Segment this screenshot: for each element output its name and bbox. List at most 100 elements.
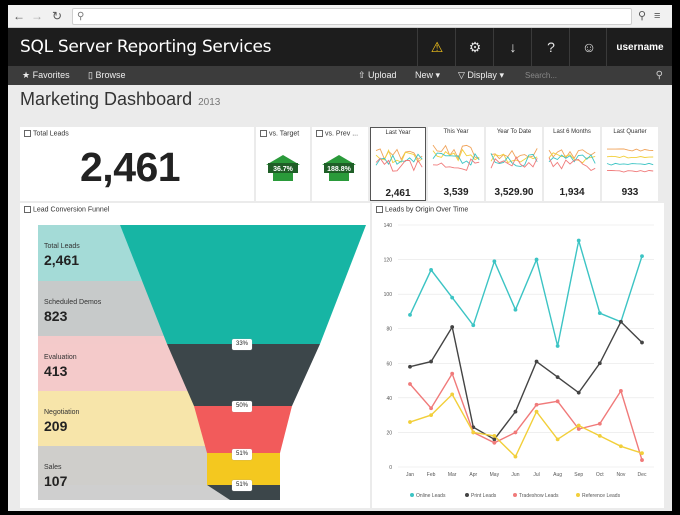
- series-line[interactable]: [409, 393, 643, 458]
- series-line[interactable]: [409, 372, 643, 461]
- vs-prev-card[interactable]: vs. Prev ... 188.8%: [312, 127, 368, 201]
- funnel-segment-1[interactable]: [167, 344, 320, 406]
- favorites-button[interactable]: ★ Favorites: [22, 66, 70, 85]
- warning-icon[interactable]: ⚠: [417, 28, 456, 66]
- new-button[interactable]: New ▾: [415, 66, 440, 85]
- data-point[interactable]: [555, 399, 560, 404]
- data-point[interactable]: [513, 409, 518, 414]
- smiley-icon[interactable]: ☺: [569, 28, 608, 66]
- data-point[interactable]: [492, 259, 497, 264]
- y-tick-label: 80: [386, 327, 392, 333]
- data-point[interactable]: [408, 312, 412, 317]
- funnel-segment-3[interactable]: [207, 453, 280, 485]
- data-point[interactable]: [534, 402, 539, 407]
- funnel-card[interactable]: Lead Conversion Funnel Total Leads 2,461 S…: [20, 203, 370, 508]
- data-point[interactable]: [471, 323, 476, 328]
- checkbox-icon: [316, 130, 323, 137]
- display-button[interactable]: ▽ Display ▾: [458, 66, 504, 85]
- data-point[interactable]: [534, 359, 539, 364]
- data-point[interactable]: [640, 340, 644, 345]
- user-menu[interactable]: username: [606, 28, 672, 66]
- data-point[interactable]: [492, 440, 497, 445]
- total-leads-card[interactable]: Total Leads 2,461: [20, 127, 254, 201]
- data-point[interactable]: [492, 433, 497, 438]
- legend-label[interactable]: Print Leads: [471, 493, 497, 499]
- data-point[interactable]: [429, 359, 433, 364]
- data-point[interactable]: [450, 371, 455, 376]
- legend-label[interactable]: Online Leads: [416, 493, 446, 499]
- data-point[interactable]: [513, 430, 518, 435]
- sparkline-title: Last 6 Months: [553, 129, 591, 135]
- data-point[interactable]: [640, 451, 644, 456]
- series-line[interactable]: [409, 320, 643, 441]
- funnel-segment-2[interactable]: [194, 406, 292, 453]
- funnel-segment-4[interactable]: [207, 485, 280, 500]
- browse-button[interactable]: ▯ Browse: [88, 66, 125, 85]
- legend-label[interactable]: Tradeshow Leads: [519, 493, 559, 499]
- data-point[interactable]: [619, 389, 623, 393]
- sparkline-card[interactable]: Last Year 2,461: [370, 127, 426, 201]
- upload-button[interactable]: ⇧ Upload: [358, 66, 397, 85]
- data-point[interactable]: [597, 433, 602, 438]
- data-point[interactable]: [408, 382, 412, 386]
- data-point[interactable]: [513, 454, 518, 459]
- data-point[interactable]: [555, 437, 560, 442]
- search-icon[interactable]: ⚲: [655, 70, 663, 81]
- sparkline-series: [548, 154, 596, 164]
- data-point[interactable]: [555, 375, 560, 380]
- sparkline-graph: [375, 148, 423, 172]
- data-point[interactable]: [576, 427, 581, 431]
- x-tick-label: May: [490, 472, 500, 478]
- data-point[interactable]: [576, 390, 581, 395]
- data-point[interactable]: [640, 254, 644, 259]
- data-point[interactable]: [492, 437, 497, 442]
- sparkline-card[interactable]: Year To Date 3,529.90: [486, 127, 542, 201]
- data-point[interactable]: [619, 319, 623, 324]
- search-input[interactable]: Search... ⚲: [521, 68, 666, 83]
- app-title[interactable]: SQL Server Reporting Services: [20, 37, 272, 57]
- data-point[interactable]: [450, 325, 455, 329]
- sparkline-card[interactable]: This Year 3,539: [428, 127, 484, 201]
- data-point[interactable]: [534, 409, 539, 414]
- data-point[interactable]: [534, 257, 539, 262]
- checkbox-icon: [376, 206, 383, 213]
- help-icon[interactable]: ?: [531, 28, 570, 66]
- back-arrow-icon[interactable]: ←: [13, 9, 25, 23]
- data-point[interactable]: [597, 311, 602, 316]
- chevron-down-icon: ▾: [433, 70, 441, 80]
- sparkline-card[interactable]: Last 6 Months 1,934: [544, 127, 600, 201]
- data-point[interactable]: [619, 444, 623, 449]
- gear-icon[interactable]: ⚙: [455, 28, 494, 66]
- reload-icon[interactable]: ↻: [51, 9, 63, 23]
- data-point[interactable]: [640, 458, 644, 462]
- forward-arrow-icon[interactable]: →: [31, 9, 43, 23]
- funnel-segment-0[interactable]: [120, 225, 366, 344]
- vs-target-card[interactable]: vs. Target 36.7%: [256, 127, 310, 201]
- data-point[interactable]: [429, 413, 433, 418]
- legend-label[interactable]: Reference Leads: [582, 493, 621, 499]
- series-line[interactable]: [409, 240, 643, 347]
- data-point[interactable]: [408, 420, 412, 424]
- sparkline-value: 933: [621, 187, 639, 198]
- data-point[interactable]: [408, 364, 412, 369]
- data-point[interactable]: [471, 430, 476, 435]
- extension-icon[interactable]: ⚲: [638, 10, 647, 22]
- data-point[interactable]: [555, 344, 560, 348]
- data-point[interactable]: [513, 307, 518, 312]
- browser-menu-icon[interactable]: ≡: [654, 10, 661, 22]
- data-point[interactable]: [450, 295, 455, 300]
- address-bar[interactable]: ⚲: [72, 8, 632, 25]
- sparkline-card[interactable]: Last Quarter 933: [602, 127, 658, 201]
- y-tick-label: 100: [384, 292, 393, 298]
- data-point[interactable]: [576, 238, 581, 243]
- data-point[interactable]: [429, 268, 433, 272]
- data-point[interactable]: [429, 406, 433, 411]
- data-point[interactable]: [597, 361, 602, 366]
- data-point[interactable]: [450, 392, 455, 397]
- download-icon[interactable]: ↓: [493, 28, 532, 66]
- data-point[interactable]: [597, 421, 602, 426]
- data-point[interactable]: [576, 423, 581, 428]
- sparkline-title: This Year: [443, 129, 469, 135]
- leads-chart-card[interactable]: Leads by Origin Over Time 0 20 40 60 80 100 12…: [372, 203, 664, 508]
- y-tick-label: 140: [384, 223, 393, 229]
